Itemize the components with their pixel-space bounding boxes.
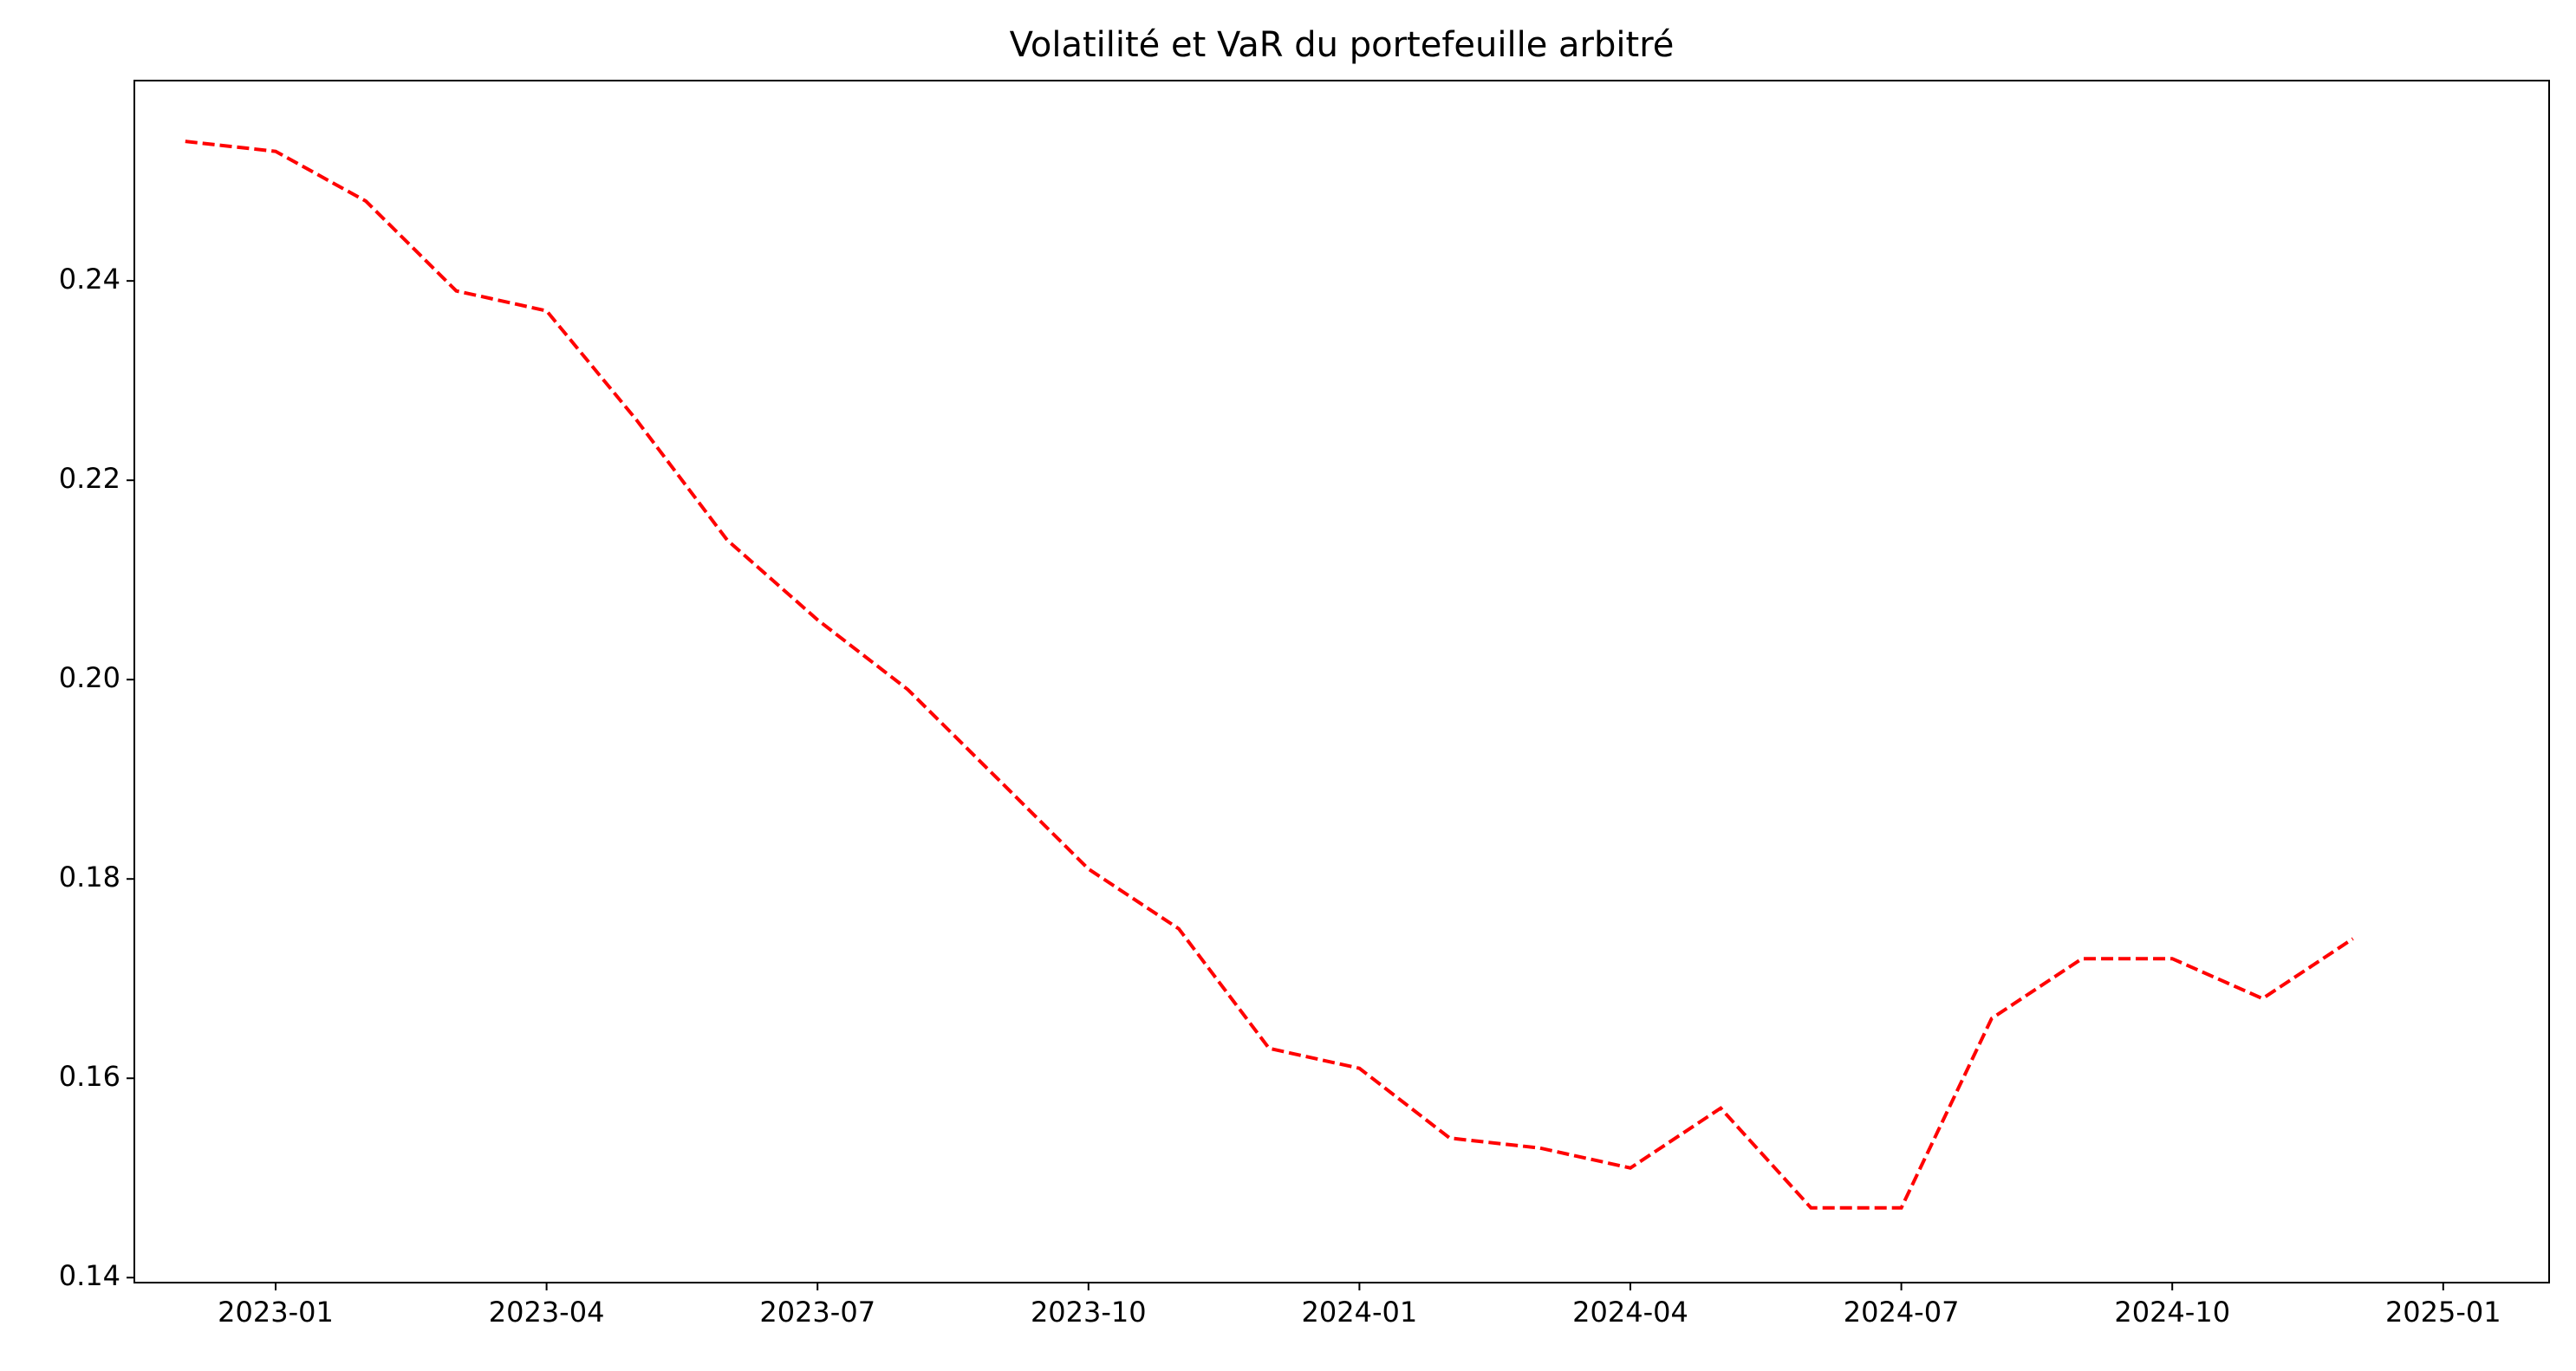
x-tick-label: 2025-01	[2385, 1296, 2501, 1329]
x-tick-label: 2023-10	[1031, 1296, 1147, 1329]
y-tick-label: 0.24	[59, 263, 120, 296]
data-line	[185, 140, 2354, 1210]
x-tick-label: 2023-04	[489, 1296, 605, 1329]
y-tick-label: 0.20	[59, 661, 120, 694]
x-tick-label: 2024-01	[1302, 1296, 1418, 1329]
x-tick-label: 2024-07	[1844, 1296, 1960, 1329]
x-tick-label: 2024-10	[2114, 1296, 2230, 1329]
y-tick-label: 0.14	[59, 1259, 120, 1292]
x-tick-label: 2023-01	[218, 1296, 334, 1329]
y-tick-label: 0.22	[59, 462, 120, 495]
y-tick-label: 0.18	[59, 861, 120, 893]
plot-frame	[133, 80, 2550, 1283]
y-tick-label: 0.16	[59, 1060, 120, 1093]
x-tick-label: 2023-07	[759, 1296, 875, 1329]
chart-title: Volatilité et VaR du portefeuille arbitr…	[1010, 25, 1675, 65]
x-tick-label: 2024-04	[1572, 1296, 1688, 1329]
